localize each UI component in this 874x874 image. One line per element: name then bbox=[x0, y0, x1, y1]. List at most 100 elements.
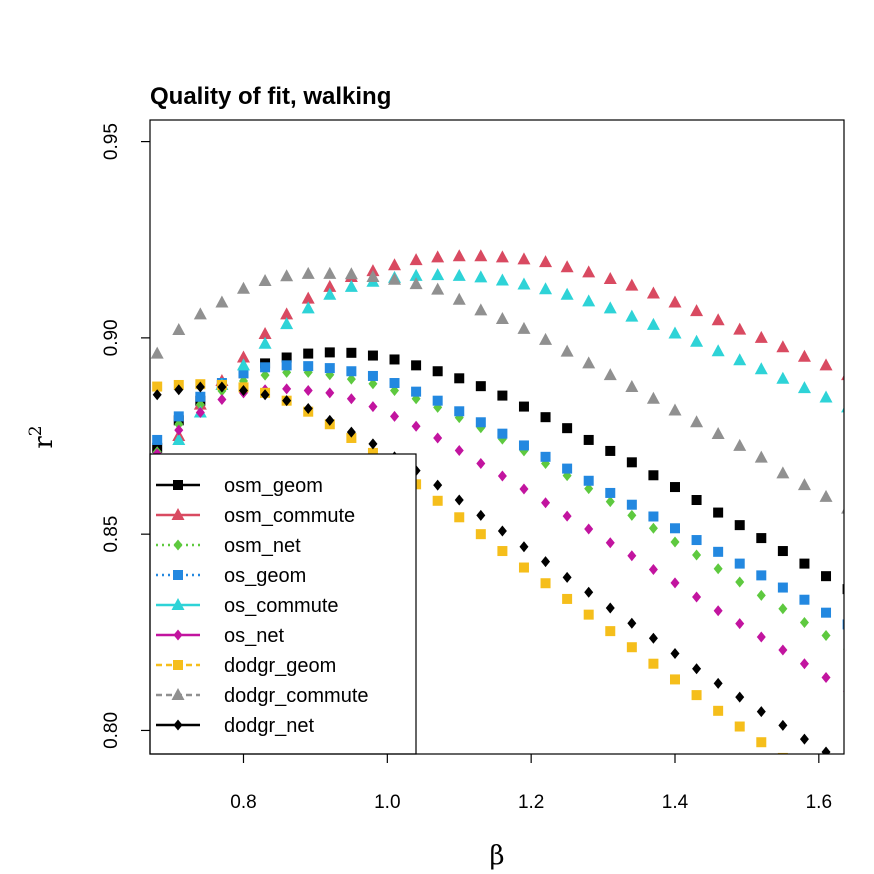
point-dodgr_geom bbox=[367, 447, 378, 458]
point-dodgr_net bbox=[195, 381, 205, 393]
point-dodgr_net bbox=[778, 719, 788, 731]
chart-title: Quality of fit, walking bbox=[150, 83, 391, 110]
point-os_net bbox=[346, 393, 356, 405]
point-osm_geom bbox=[626, 457, 637, 468]
point-osm_geom bbox=[799, 558, 810, 569]
point-dodgr_commute bbox=[711, 427, 725, 440]
point-osm_commute bbox=[517, 252, 531, 265]
point-os_commute bbox=[560, 287, 574, 300]
legend-item-dodgr_geom: dodgr_geom bbox=[156, 655, 336, 677]
point-osm_net bbox=[821, 629, 831, 641]
plot-frame bbox=[149, 119, 845, 755]
point-os_geom bbox=[799, 594, 810, 605]
point-osm_commute bbox=[129, 504, 142, 516]
point-osm_geom bbox=[777, 546, 788, 557]
point-os_net bbox=[433, 432, 443, 444]
point-os_net bbox=[303, 384, 313, 396]
point-os_geom bbox=[432, 395, 443, 406]
point-dodgr_commute bbox=[560, 344, 574, 357]
point-os_geom bbox=[238, 368, 249, 379]
point-os_geom bbox=[131, 462, 141, 472]
point-dodgr_commute bbox=[323, 266, 337, 279]
point-dodgr_geom bbox=[454, 512, 465, 523]
point-os_geom bbox=[260, 362, 271, 373]
point-osm_commute bbox=[582, 265, 596, 278]
point-os_commute bbox=[668, 326, 682, 339]
legend-item-dodgr_net: dodgr_net bbox=[156, 715, 315, 737]
legend-marker bbox=[173, 660, 183, 670]
point-dodgr_geom bbox=[497, 546, 508, 557]
point-osm_commute bbox=[431, 250, 445, 263]
legend-label: os_commute bbox=[224, 595, 339, 617]
point-os_geom bbox=[303, 361, 314, 372]
point-os_commute bbox=[625, 309, 639, 322]
point-osm_commute bbox=[603, 271, 617, 284]
legend-label: dodgr_net bbox=[224, 715, 315, 737]
point-os_commute bbox=[841, 406, 844, 413]
legend-item-osm_geom: osm_geom bbox=[156, 475, 323, 497]
point-osm_commute bbox=[539, 255, 553, 268]
point-dodgr_commute bbox=[539, 332, 553, 345]
point-os_net bbox=[756, 631, 766, 643]
point-osm_geom bbox=[324, 347, 335, 358]
legend-label: osm_net bbox=[224, 535, 301, 557]
point-os_geom bbox=[713, 546, 724, 557]
x-axis: 0.8 1.0 1.2 1.4 1.6 bbox=[230, 754, 832, 813]
point-os_commute bbox=[819, 390, 833, 403]
point-osm_commute bbox=[841, 374, 844, 381]
point-osm_geom bbox=[411, 360, 422, 371]
point-dodgr_commute bbox=[754, 450, 768, 463]
point-os_net bbox=[195, 406, 205, 418]
point-os_net bbox=[411, 420, 421, 432]
point-osm_commute bbox=[236, 350, 250, 363]
point-os_net bbox=[713, 605, 723, 617]
point-dodgr_commute bbox=[603, 368, 617, 381]
point-osm_geom bbox=[583, 434, 594, 445]
point-dodgr_net bbox=[799, 733, 809, 745]
point-dodgr_net bbox=[217, 381, 227, 393]
legend-label: osm_geom bbox=[224, 475, 323, 497]
point-dodgr_net bbox=[562, 571, 572, 583]
legend-item-osm_net: osm_net bbox=[156, 535, 301, 557]
point-os_geom bbox=[367, 370, 378, 381]
point-dodgr_geom bbox=[734, 721, 745, 732]
point-osm_geom bbox=[389, 354, 400, 365]
y-axis-label-group: r2 bbox=[26, 425, 59, 448]
point-osm_geom bbox=[432, 366, 443, 377]
point-osm_geom bbox=[346, 347, 357, 358]
y-axis: 0.80 0.85 0.90 0.95 bbox=[101, 123, 150, 749]
point-dodgr_net bbox=[454, 494, 464, 506]
point-dodgr_commute bbox=[646, 391, 660, 404]
point-dodgr_commute bbox=[733, 438, 747, 451]
point-os_net bbox=[476, 457, 486, 469]
point-osm_net bbox=[195, 399, 205, 411]
point-dodgr_net bbox=[325, 414, 335, 426]
point-dodgr_commute bbox=[258, 273, 272, 286]
point-os_geom bbox=[518, 440, 529, 451]
point-osm_net bbox=[735, 576, 745, 588]
point-osm_net bbox=[346, 373, 356, 385]
point-os_geom bbox=[389, 378, 400, 389]
point-os_commute bbox=[797, 381, 811, 394]
point-osm_commute bbox=[258, 326, 272, 339]
x-tick-label: 1.4 bbox=[662, 792, 689, 813]
point-os_geom bbox=[324, 363, 335, 374]
legend-item-os_geom: os_geom bbox=[156, 565, 306, 587]
y-tick-label: 0.95 bbox=[101, 123, 122, 160]
series-dodgr_commute bbox=[150, 266, 844, 514]
point-dodgr_commute bbox=[388, 272, 402, 285]
series-layer bbox=[129, 249, 844, 754]
legend: osm_geom osm_commute osm_net os_geom os_comm… bbox=[149, 453, 417, 755]
point-osm_commute bbox=[646, 286, 660, 299]
point-dodgr_commute bbox=[474, 303, 488, 316]
point-osm_geom bbox=[605, 445, 616, 456]
point-osm_commute bbox=[452, 249, 466, 262]
legend-label: osm_commute bbox=[224, 505, 355, 527]
legend-marker bbox=[173, 539, 183, 551]
point-osm_geom bbox=[303, 348, 314, 359]
point-dodgr_geom bbox=[131, 384, 141, 394]
point-os_net bbox=[778, 644, 788, 656]
point-os_commute bbox=[517, 277, 531, 290]
point-osm_net bbox=[174, 418, 184, 430]
point-os_commute bbox=[474, 270, 488, 283]
